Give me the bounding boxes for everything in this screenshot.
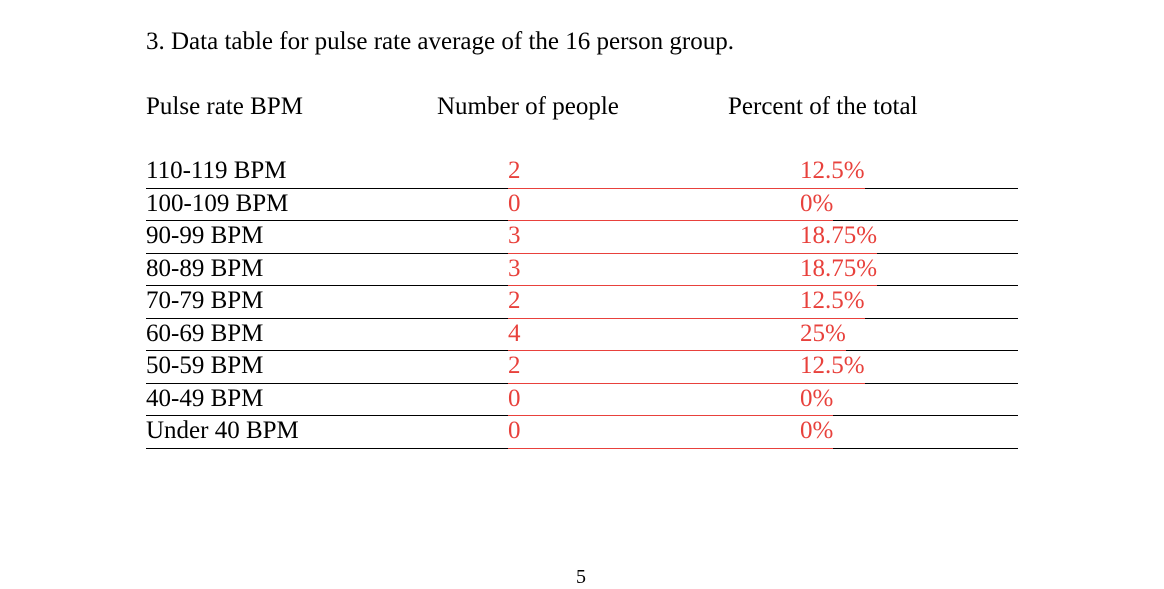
percent-cell: 0% xyxy=(800,189,1018,221)
percent-text: 25% xyxy=(800,319,846,351)
count-cell: 0 xyxy=(508,189,800,221)
percent-cell: 18.75% xyxy=(800,221,1018,254)
percent-text: 12.5% xyxy=(800,156,865,189)
range-cell: 80-89 BPM xyxy=(146,254,508,286)
table-row: 100-109 BPM 0 0% xyxy=(146,189,1018,221)
table-row: 60-69 BPM 4 25% xyxy=(146,319,1018,351)
range-cell: 40-49 BPM xyxy=(146,384,508,416)
percent-cell: 25% xyxy=(800,319,1018,351)
range-cell: Under 40 BPM xyxy=(146,416,508,449)
percent-cell: 12.5% xyxy=(800,156,1018,189)
percent-text: 0% xyxy=(800,189,834,221)
count-cell: 4 xyxy=(508,319,800,351)
title: 3. Data table for pulse rate average of … xyxy=(146,28,734,55)
table: 110-119 BPM 2 12.5% 100-109 BPM 0 0% 90-99 BPM… xyxy=(146,156,1018,449)
underline xyxy=(845,319,1018,351)
percent-text: 12.5% xyxy=(800,351,865,384)
percent-text: 18.75% xyxy=(800,221,878,254)
percent-text: 0% xyxy=(800,416,834,449)
underline xyxy=(833,384,1018,416)
range-cell: 110-119 BPM xyxy=(146,156,508,189)
percent-cell: 12.5% xyxy=(800,286,1018,319)
underline xyxy=(864,351,1018,384)
percent-cell: 12.5% xyxy=(800,351,1018,384)
underline xyxy=(833,416,1018,449)
count-cell: 3 xyxy=(508,254,800,286)
table-row: 90-99 BPM 3 18.75% xyxy=(146,221,1018,254)
table-row: 40-49 BPM 0 0% xyxy=(146,384,1018,416)
count-cell: 2 xyxy=(508,156,800,189)
page-number: 5 xyxy=(576,566,586,588)
table-row: 70-79 BPM 2 12.5% xyxy=(146,286,1018,319)
underline xyxy=(833,189,1018,221)
table-row: 80-89 BPM 3 18.75% xyxy=(146,254,1018,286)
count-cell: 0 xyxy=(508,416,800,449)
table-row: 50-59 BPM 2 12.5% xyxy=(146,351,1018,384)
range-cell: 70-79 BPM xyxy=(146,286,508,319)
count-cell: 3 xyxy=(508,221,800,254)
percent-text: 0% xyxy=(800,384,834,416)
count-cell: 0 xyxy=(508,384,800,416)
count-cell: 2 xyxy=(508,351,800,384)
column-header: Percent of the total xyxy=(728,93,918,120)
column-header: Number of people xyxy=(437,93,619,120)
underline xyxy=(864,156,1018,189)
percent-cell: 0% xyxy=(800,384,1018,416)
table-row: Under 40 BPM 0 0% xyxy=(146,416,1018,449)
percent-cell: 18.75% xyxy=(800,254,1018,286)
range-cell: 100-109 BPM xyxy=(146,189,508,221)
underline xyxy=(877,254,1018,286)
table-row: 110-119 BPM 2 12.5% xyxy=(146,156,1018,189)
underline xyxy=(864,286,1018,319)
range-cell: 50-59 BPM xyxy=(146,351,508,384)
range-cell: 90-99 BPM xyxy=(146,221,508,254)
count-cell: 2 xyxy=(508,286,800,319)
column-header: Pulse rate BPM xyxy=(146,93,303,120)
range-cell: 60-69 BPM xyxy=(146,319,508,351)
underline xyxy=(877,221,1018,254)
percent-text: 18.75% xyxy=(800,254,878,286)
percent-text: 12.5% xyxy=(800,286,865,319)
percent-cell: 0% xyxy=(800,416,1018,449)
